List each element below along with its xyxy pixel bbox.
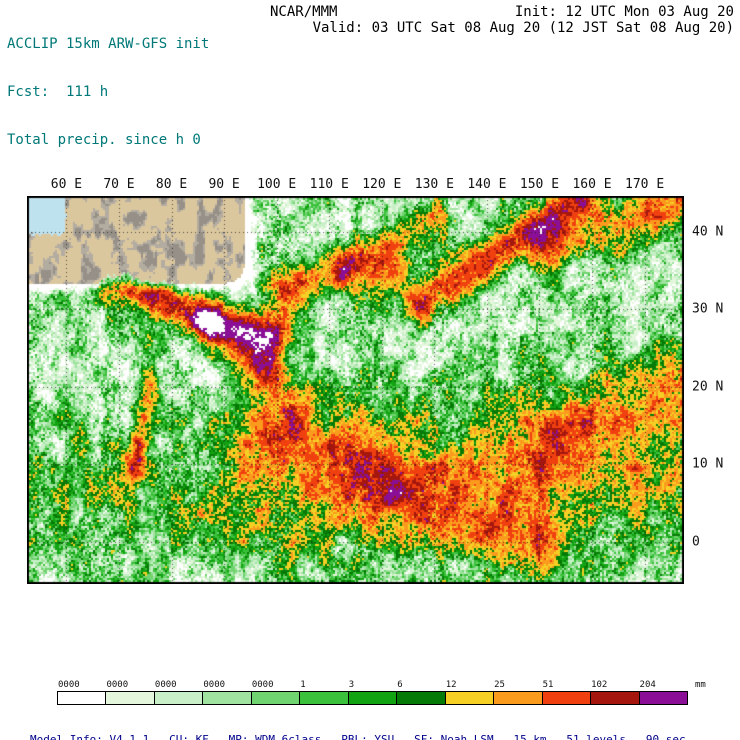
colorbar-threshold-label: 3: [348, 680, 355, 690]
colorbar-threshold-label: 1: [300, 680, 306, 690]
colorbar-cell: [250, 691, 301, 705]
lon-tick-label: 170 E: [625, 177, 665, 192]
colorbar-unit-label: mm: [695, 680, 706, 690]
lon-tick-label: 110 E: [309, 177, 349, 192]
field-description: Total precip. since h 0: [7, 132, 201, 148]
colorbar-cell: [396, 691, 446, 705]
colorbar-cell: [493, 691, 543, 705]
lon-tick-label: 140 E: [467, 177, 507, 192]
colorbar-cell: [444, 691, 495, 705]
model-info-footer: Model Info: V4.1.1 CU: KF MP: WDM 6class…: [30, 707, 692, 740]
lat-tick-label: 10 N: [692, 456, 724, 472]
colorbar-threshold-label: 0000: [58, 680, 80, 690]
lon-tick-label: 90 E: [208, 177, 240, 192]
colorbar-threshold-label: 12: [445, 680, 457, 690]
lat-tick-label: 20 N: [692, 379, 724, 395]
colorbar-cell: [57, 691, 107, 705]
colorbar-cell: [541, 691, 592, 705]
precipitation-map-canvas: [27, 196, 684, 584]
lat-tick-label: 0: [692, 534, 700, 550]
colorbar-cell: [202, 691, 252, 705]
model-header-block: ACCLIP 15km ARW-GFS init Fcst: 111 h Tot…: [7, 4, 209, 180]
lon-tick-label: 150 E: [519, 177, 560, 192]
colorbar-threshold-label: 204: [639, 680, 656, 690]
lon-tick-label: 100 E: [257, 177, 297, 192]
lon-tick-label: 120 E: [362, 177, 402, 192]
lat-tick-label: 40 N: [692, 224, 724, 240]
colorbar-threshold-label: 0000: [154, 680, 177, 690]
colorbar-cell: [153, 691, 204, 705]
model-info-line1: Model Info: V4.1.1 CU: KF MP: WDM 6class…: [30, 733, 686, 740]
forecast-hour: Fcst: 111 h: [7, 84, 109, 100]
colorbar-threshold-label: 51: [542, 680, 554, 690]
valid-time-label: Valid: 03 UTC Sat 08 Aug 20 (12 JST Sat …: [312, 20, 734, 36]
colorbar-threshold-label: 25: [494, 680, 505, 690]
colorbar-threshold-label: 0000: [106, 680, 129, 690]
colorbar-threshold-label: 102: [591, 680, 608, 690]
colorbar-cell: [638, 691, 688, 705]
lon-tick-label: 160 E: [572, 177, 612, 192]
colorbar-threshold-label: 0000: [251, 680, 274, 690]
org-title: NCAR/MMM: [270, 4, 338, 20]
colorbar: 0000 0000 0000 0000 0000 1 3 6 12 25 51 102 204 mm: [57, 680, 706, 708]
colorbar-cell: [347, 691, 398, 705]
colorbar-cell: [105, 691, 155, 705]
colorbar-cell: [590, 691, 640, 705]
lat-tick-label: 30 N: [692, 301, 724, 317]
lon-tick-label: 130 E: [414, 177, 454, 192]
model-title: ACCLIP 15km ARW-GFS init: [7, 36, 210, 52]
colorbar-cell: [299, 691, 349, 705]
colorbar-threshold-label: 0000: [203, 680, 226, 690]
colorbar-threshold-label: 6: [397, 680, 403, 690]
init-time-label: Init: 12 UTC Mon 03 Aug 20: [514, 4, 734, 20]
